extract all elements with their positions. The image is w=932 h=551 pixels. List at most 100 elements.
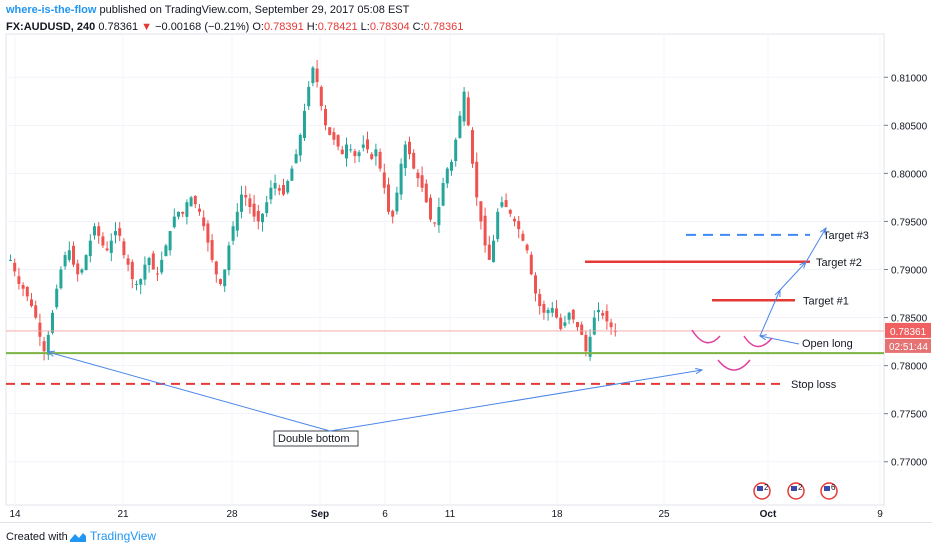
candle-body xyxy=(361,144,365,148)
candle-body xyxy=(198,208,201,212)
candle-body xyxy=(223,269,227,287)
candle-body xyxy=(492,240,495,263)
candle-body xyxy=(294,154,298,164)
candle-body xyxy=(559,317,563,330)
candle-body xyxy=(466,97,470,126)
published-text: published on TradingView.com, September … xyxy=(99,4,410,16)
candle-body xyxy=(114,231,117,236)
candle-body xyxy=(206,223,210,243)
candle-body xyxy=(135,283,138,285)
target3-label: Target #3 xyxy=(823,230,869,242)
tradingview-logo-icon xyxy=(70,532,86,542)
candle-body xyxy=(248,198,252,208)
candle-body xyxy=(613,330,617,332)
candle-body xyxy=(277,188,281,191)
y-tick-label: 0.80000 xyxy=(891,169,928,180)
candle-body xyxy=(21,284,25,289)
candle-body xyxy=(93,226,96,236)
candle-body xyxy=(227,245,231,271)
author-name[interactable]: where-is-the-flow xyxy=(6,4,97,16)
candle-body xyxy=(219,279,222,284)
symbol-label: FX:AUDUSD, 240 xyxy=(6,21,96,33)
candle-body xyxy=(479,201,483,222)
candle-body xyxy=(336,135,340,147)
x-tick-label: 11 xyxy=(445,509,456,520)
candle-body xyxy=(143,264,147,280)
candle-body xyxy=(160,259,164,273)
candle-body xyxy=(588,336,592,357)
candle-body xyxy=(349,149,353,151)
candle-body xyxy=(462,91,466,122)
candle-body xyxy=(374,149,378,157)
candle-body xyxy=(424,183,428,203)
y-tick-label: 0.81000 xyxy=(891,73,928,84)
candle-body xyxy=(429,197,432,220)
candle-body xyxy=(139,279,143,285)
candle-body xyxy=(214,261,218,275)
last-price: 0.78361 xyxy=(98,21,139,33)
candle-body xyxy=(130,261,134,280)
candle-body xyxy=(265,202,269,214)
right-shoulder-curve xyxy=(743,335,773,348)
candle-body xyxy=(504,200,508,208)
footer: Created with TradingView xyxy=(0,522,932,551)
candle-body xyxy=(605,310,609,322)
candle-body xyxy=(122,241,126,256)
double-bottom-arrow-left xyxy=(47,351,331,432)
candle-body xyxy=(172,216,176,228)
candle-body xyxy=(521,233,525,241)
candle-body xyxy=(437,207,441,226)
tradingview-link[interactable]: TradingView xyxy=(70,529,156,543)
candle-body xyxy=(273,182,277,189)
candle-body xyxy=(408,141,411,155)
last-price-tag-text: 0.78361 xyxy=(890,327,927,338)
candle-body xyxy=(164,245,168,257)
candle-body xyxy=(487,244,491,260)
open-long-label: Open long xyxy=(802,338,853,350)
event-flag-canton xyxy=(791,486,797,491)
open-long-arrow xyxy=(759,335,800,345)
candle-body xyxy=(256,210,260,222)
candle-body xyxy=(433,222,437,224)
x-tick-label: 25 xyxy=(658,509,670,520)
candle-body xyxy=(168,231,172,251)
x-tick-label: 9 xyxy=(877,509,883,520)
candle-body xyxy=(286,181,290,193)
candle-body xyxy=(185,202,189,217)
candle-body xyxy=(332,132,336,140)
candle-body xyxy=(450,161,453,171)
open-value: 0.78391 xyxy=(263,21,304,33)
double-bottom-arrow-left-head xyxy=(46,350,56,357)
candle-body xyxy=(420,175,424,188)
candle-body xyxy=(542,304,546,313)
candle-body xyxy=(345,144,348,159)
low-label: L: xyxy=(360,21,370,33)
candle-body xyxy=(252,203,256,217)
x-tick-label: 28 xyxy=(226,509,238,520)
candle-body xyxy=(147,257,151,266)
candle-body xyxy=(550,307,554,313)
candle-body xyxy=(382,172,386,188)
close-label: C: xyxy=(412,21,424,33)
candle-body xyxy=(126,258,130,265)
candle-body xyxy=(525,244,529,251)
candle-body xyxy=(538,293,542,307)
candle-body xyxy=(282,185,285,195)
candle-body xyxy=(319,86,323,107)
candle-body xyxy=(181,211,185,214)
candle-body xyxy=(34,305,38,318)
close-value: 0.78361 xyxy=(423,21,464,33)
candle-body xyxy=(303,110,306,139)
down-arrow-icon: ▼ xyxy=(141,21,153,33)
candle-body xyxy=(391,210,395,217)
candle-body xyxy=(513,218,516,222)
candle-body xyxy=(567,312,571,320)
candle-body xyxy=(17,276,21,284)
candle-body xyxy=(193,195,197,205)
path-arrow-3 xyxy=(805,227,827,263)
candle-body xyxy=(46,334,50,355)
y-tick-label: 0.77000 xyxy=(891,458,928,469)
candle-body xyxy=(290,168,294,181)
price-chart[interactable]: 0.81000 0.80500 0.80000 0.79500 0.79000 0.785… xyxy=(0,0,932,522)
target1-label: Target #1 xyxy=(803,295,849,307)
